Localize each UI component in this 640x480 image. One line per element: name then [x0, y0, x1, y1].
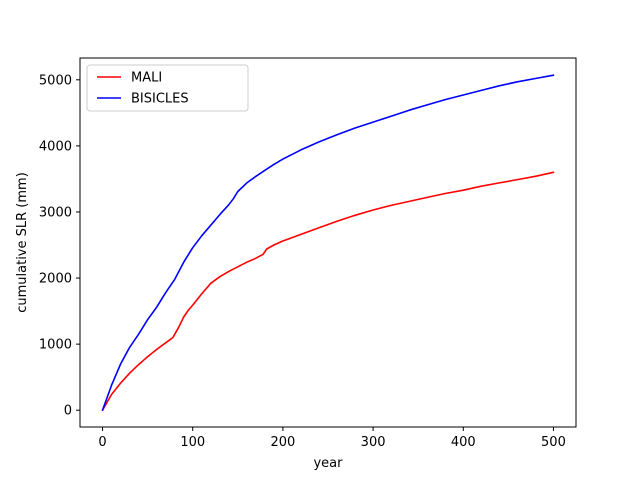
y-tick-label: 1000: [39, 338, 72, 353]
series-line-bisicles: [101, 74, 555, 412]
x-tick-label: 300: [361, 435, 386, 450]
y-axis-label: cumulative SLR (mm): [15, 172, 30, 313]
legend: MALI BISICLES: [86, 64, 249, 112]
x-tick-label: 0: [98, 435, 106, 450]
x-axis-label: year: [313, 456, 343, 471]
legend-label-bisicles: BISICLES: [131, 92, 189, 107]
x-tick-label: 500: [541, 435, 566, 450]
series-layer: [101, 74, 555, 412]
series-line-mali: [101, 171, 555, 412]
y-tick-label: 0: [64, 404, 72, 419]
legend-box: [86, 64, 249, 112]
y-tick-label: 4000: [39, 139, 72, 154]
x-tick-label: 100: [180, 435, 205, 450]
x-tick-label: 400: [451, 435, 476, 450]
legend-label-mali: MALI: [131, 71, 162, 86]
y-tick-label: 3000: [39, 205, 72, 220]
y-tick-label: 5000: [39, 73, 72, 88]
legend-items: MALI BISICLES: [97, 71, 189, 107]
x-tick-label: 200: [270, 435, 295, 450]
plot-frame: [79, 57, 577, 428]
y-tick-label: 2000: [39, 272, 72, 287]
